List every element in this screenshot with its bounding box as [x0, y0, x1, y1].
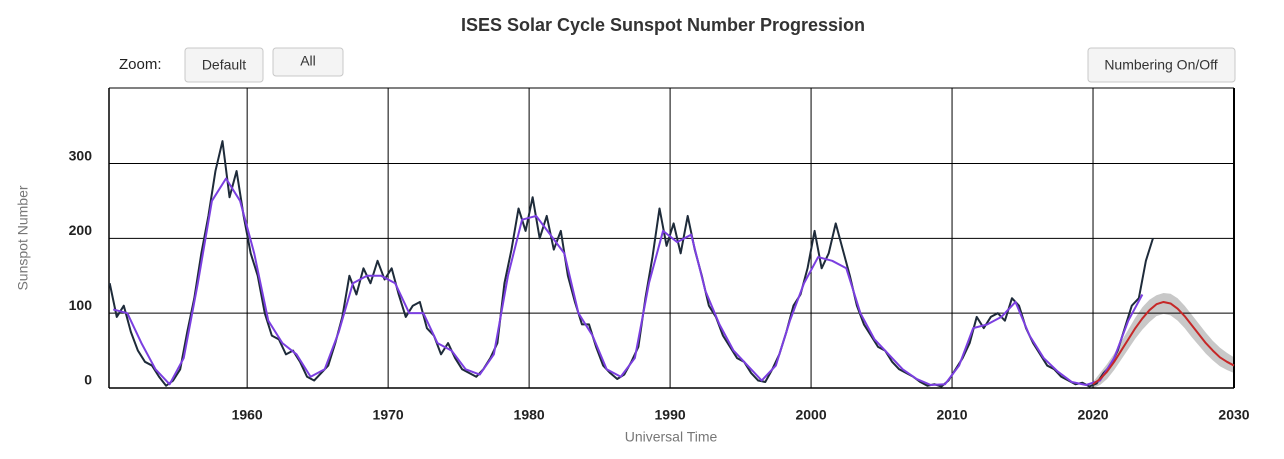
x-tick-label: 2020: [1077, 407, 1108, 423]
y-axis-title: Sunspot Number: [15, 185, 31, 290]
y-tick-label: 200: [69, 222, 93, 238]
x-tick-label: 1960: [232, 407, 263, 423]
all-button[interactable]: All: [272, 47, 344, 77]
button-label: Default: [202, 57, 246, 73]
y-tick-label: 300: [69, 147, 93, 163]
series-line: [1092, 300, 1235, 386]
button-bg: [272, 47, 344, 77]
x-tick-label: 2000: [795, 407, 826, 423]
default-button[interactable]: Default: [184, 47, 264, 83]
button-bg: [1087, 47, 1236, 83]
series-line: [112, 177, 1144, 387]
x-tick-label: 1990: [655, 407, 686, 423]
button-label: All: [300, 53, 316, 69]
numbering-button[interactable]: Numbering On/Off: [1087, 47, 1236, 83]
x-tick-label: 2030: [1218, 407, 1249, 423]
chart-title: ISES Solar Cycle Sunspot Number Progress…: [461, 15, 865, 35]
series-line: [108, 140, 1154, 388]
y-tick-label: 0: [84, 372, 92, 388]
zoom-label: Zoom:: [119, 56, 162, 73]
x-tick-label: 2010: [936, 407, 967, 423]
prediction-band: [1093, 292, 1234, 388]
x-tick-label: 1980: [514, 407, 545, 423]
x-axis-title: Universal Time: [625, 429, 718, 445]
button-label: Numbering On/Off: [1104, 57, 1217, 73]
x-tick-label: 1970: [373, 407, 404, 423]
button-bg: [184, 47, 264, 83]
y-tick-label: 100: [69, 297, 93, 313]
